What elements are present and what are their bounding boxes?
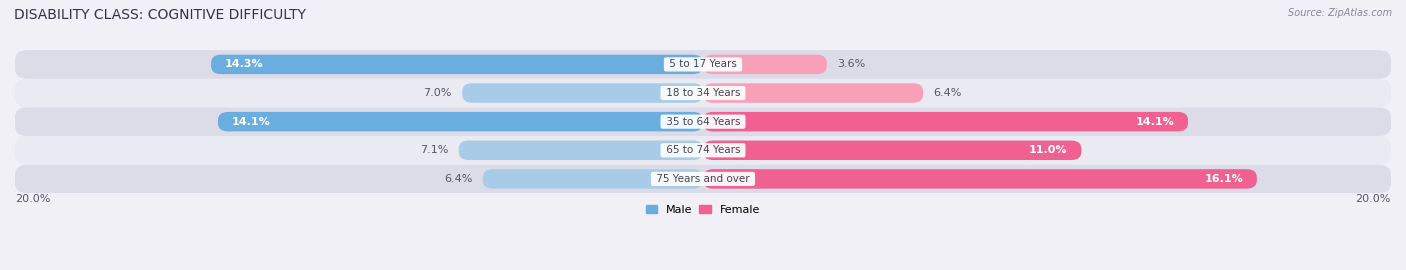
Text: 18 to 34 Years: 18 to 34 Years — [662, 88, 744, 98]
FancyBboxPatch shape — [703, 55, 827, 74]
FancyBboxPatch shape — [15, 79, 1391, 107]
FancyBboxPatch shape — [15, 50, 1391, 79]
Text: 65 to 74 Years: 65 to 74 Years — [662, 145, 744, 155]
FancyBboxPatch shape — [15, 136, 1391, 165]
Text: 35 to 64 Years: 35 to 64 Years — [662, 117, 744, 127]
Text: 11.0%: 11.0% — [1029, 145, 1067, 155]
Text: 6.4%: 6.4% — [444, 174, 472, 184]
FancyBboxPatch shape — [458, 141, 703, 160]
Text: DISABILITY CLASS: COGNITIVE DIFFICULTY: DISABILITY CLASS: COGNITIVE DIFFICULTY — [14, 8, 307, 22]
FancyBboxPatch shape — [15, 107, 1391, 136]
Text: 5 to 17 Years: 5 to 17 Years — [666, 59, 740, 69]
Text: 7.0%: 7.0% — [423, 88, 451, 98]
Text: 3.6%: 3.6% — [837, 59, 866, 69]
FancyBboxPatch shape — [703, 83, 924, 103]
Text: Source: ZipAtlas.com: Source: ZipAtlas.com — [1288, 8, 1392, 18]
Text: 7.1%: 7.1% — [420, 145, 449, 155]
FancyBboxPatch shape — [463, 83, 703, 103]
Text: 14.1%: 14.1% — [1136, 117, 1174, 127]
FancyBboxPatch shape — [218, 112, 703, 131]
FancyBboxPatch shape — [15, 165, 1391, 193]
Text: 16.1%: 16.1% — [1205, 174, 1243, 184]
FancyBboxPatch shape — [211, 55, 703, 74]
Text: 20.0%: 20.0% — [1355, 194, 1391, 204]
Text: 6.4%: 6.4% — [934, 88, 962, 98]
Text: 20.0%: 20.0% — [15, 194, 51, 204]
FancyBboxPatch shape — [703, 112, 1188, 131]
FancyBboxPatch shape — [703, 141, 1081, 160]
Text: 14.3%: 14.3% — [225, 59, 263, 69]
Text: 14.1%: 14.1% — [232, 117, 270, 127]
Text: 75 Years and over: 75 Years and over — [652, 174, 754, 184]
FancyBboxPatch shape — [703, 169, 1257, 189]
FancyBboxPatch shape — [482, 169, 703, 189]
Legend: Male, Female: Male, Female — [641, 200, 765, 219]
